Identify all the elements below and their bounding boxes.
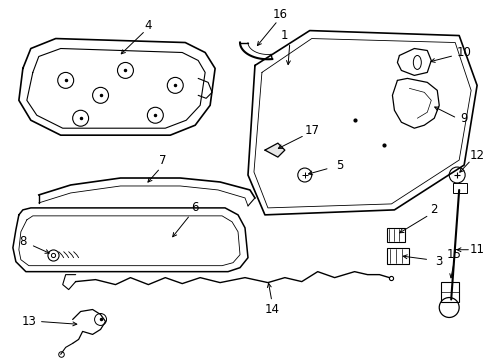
Text: 7: 7 [158,154,166,167]
Text: 16: 16 [272,8,287,21]
Text: 5: 5 [335,158,343,172]
Text: 9: 9 [460,112,467,125]
Text: 1: 1 [281,29,288,42]
FancyBboxPatch shape [452,183,466,193]
Text: 14: 14 [264,303,279,316]
FancyBboxPatch shape [440,282,458,302]
Text: 11: 11 [468,243,484,256]
Polygon shape [264,143,285,157]
Text: 4: 4 [144,19,152,32]
Text: 10: 10 [456,46,470,59]
Text: 13: 13 [21,315,36,328]
Text: 12: 12 [468,149,484,162]
FancyBboxPatch shape [386,248,408,264]
Text: 15: 15 [446,248,461,261]
Ellipse shape [412,55,421,69]
Text: 2: 2 [429,203,437,216]
Text: 3: 3 [435,255,442,268]
Text: 6: 6 [191,201,199,215]
Text: 17: 17 [304,124,319,137]
Text: 8: 8 [19,235,26,248]
FancyBboxPatch shape [386,228,405,242]
